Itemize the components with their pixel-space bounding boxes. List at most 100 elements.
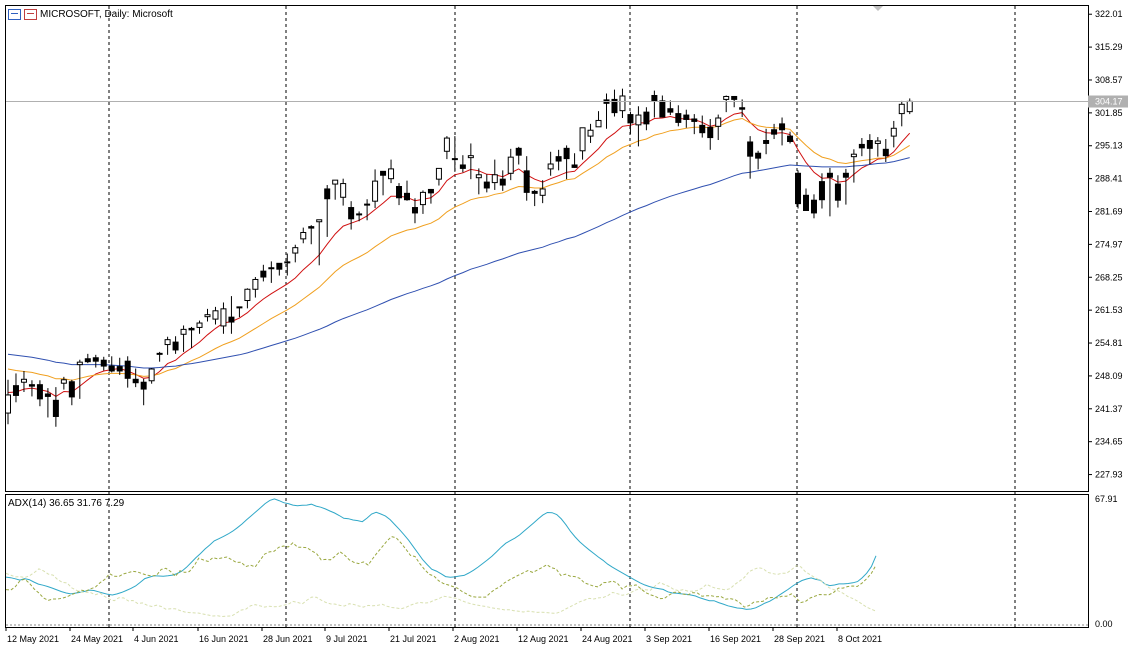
candle xyxy=(795,170,802,209)
bullish-candle-body xyxy=(906,100,913,113)
bearish-candle-body xyxy=(12,385,19,396)
candle xyxy=(667,100,674,116)
candle xyxy=(834,175,841,208)
candle xyxy=(651,90,658,118)
candle xyxy=(898,100,905,127)
candle xyxy=(515,146,522,165)
bearish-candle-body xyxy=(771,129,778,135)
current-price-marker xyxy=(1088,95,1128,108)
price-tick-label: 315.29 xyxy=(1095,42,1123,52)
candle xyxy=(451,136,458,172)
chart-shift-marker xyxy=(873,6,883,11)
bearish-candle-body xyxy=(707,126,714,139)
chart-title-bar: MICROSOFT, Daily: Microsoft xyxy=(8,9,173,20)
bearish-candle-body xyxy=(356,213,363,216)
time-tick-label: 8 Oct 2021 xyxy=(838,634,882,644)
candle xyxy=(475,168,482,195)
bullish-candle-body xyxy=(451,158,458,161)
candle xyxy=(212,306,219,325)
bullish-candle-body xyxy=(467,155,474,159)
bearish-candle-body xyxy=(404,192,410,201)
candle xyxy=(124,356,131,388)
bearish-candle-body xyxy=(499,178,506,186)
candle xyxy=(116,357,123,375)
bearish-candle-body xyxy=(52,399,59,417)
bearish-candle-body xyxy=(803,194,809,211)
bearish-candle-body xyxy=(834,183,841,201)
candle xyxy=(842,168,849,205)
bearish-candle-body xyxy=(683,114,690,120)
bullish-candle-body xyxy=(156,352,163,355)
candle xyxy=(499,170,506,191)
candle xyxy=(276,262,283,276)
adx-axis-bottom-label: 0.00 xyxy=(1095,619,1113,629)
adx-axis-top-label: 67.91 xyxy=(1095,494,1118,504)
bearish-candle-body xyxy=(132,378,139,384)
symbol-title: MICROSOFT, Daily: Microsoft xyxy=(40,9,173,20)
bearish-candle-body xyxy=(731,95,738,100)
bearish-candle-body xyxy=(124,360,131,379)
bullish-candle-body xyxy=(388,168,395,180)
time-tick-label: 24 Aug 2021 xyxy=(582,634,633,644)
bearish-candle-body xyxy=(611,98,618,114)
bullish-candle-body xyxy=(220,308,227,327)
time-tick-label: 3 Sep 2021 xyxy=(646,634,692,644)
bullish-candle-body xyxy=(443,137,450,152)
adx-pane-frame xyxy=(5,494,1089,628)
candle xyxy=(300,227,307,244)
overlay-layer: 304.17 xyxy=(6,6,1128,108)
candle xyxy=(810,194,817,219)
bullish-candle-body xyxy=(850,153,857,158)
price-tick-label: 288.41 xyxy=(1095,174,1123,184)
price-tick-label: 248.09 xyxy=(1095,371,1123,381)
candle xyxy=(92,354,99,368)
bearish-candle-body xyxy=(68,381,75,398)
bullish-candle-body xyxy=(340,183,347,198)
bullish-candle-body xyxy=(180,328,187,335)
candle xyxy=(563,145,570,180)
bearish-candle-body xyxy=(276,262,283,270)
candle xyxy=(803,188,809,211)
candle xyxy=(587,123,594,143)
candle xyxy=(220,302,227,334)
time-tick-label: 12 May 2021 xyxy=(7,634,59,644)
candle xyxy=(435,167,442,186)
candle xyxy=(579,127,586,160)
bearish-candle-body xyxy=(260,270,267,278)
bearish-candle-body xyxy=(818,181,825,201)
bullish-candle-body xyxy=(635,114,642,126)
candle xyxy=(547,151,554,176)
candle xyxy=(252,277,259,298)
candle xyxy=(148,368,155,384)
bearish-candle-body xyxy=(483,181,490,189)
bearish-candle-body xyxy=(795,172,802,205)
chart-window-icon[interactable] xyxy=(8,9,21,20)
candle xyxy=(204,308,211,322)
candle xyxy=(228,296,235,334)
price-tick-label: 281.69 xyxy=(1095,207,1123,217)
time-tick-label: 24 May 2021 xyxy=(71,634,123,644)
bearish-candle-body xyxy=(810,199,817,214)
price-pane-frame xyxy=(5,5,1089,492)
candle xyxy=(260,264,267,282)
candle xyxy=(380,170,387,196)
candle xyxy=(12,373,19,403)
bearish-candle-body xyxy=(763,140,770,144)
bearish-candle-body xyxy=(515,147,522,156)
bearish-candle-body xyxy=(348,207,355,220)
candle xyxy=(890,120,897,148)
candle xyxy=(635,106,642,147)
chart-symbol-icon[interactable] xyxy=(24,9,37,20)
adx-series-adx-line xyxy=(5,498,877,610)
bearish-candle-body xyxy=(228,316,235,323)
bullish-candle-body xyxy=(164,339,171,346)
candle xyxy=(507,148,514,181)
price-tick-label: 227.93 xyxy=(1095,470,1123,480)
indicator-title: ADX(14) 36.65 31.76 7.29 xyxy=(8,498,125,509)
bullish-candle-body xyxy=(547,163,554,170)
bearish-candle-body xyxy=(866,140,873,149)
candle xyxy=(419,190,426,214)
bullish-candle-body xyxy=(332,179,339,185)
candle xyxy=(555,149,562,171)
time-tick-label: 16 Sep 2021 xyxy=(710,634,761,644)
